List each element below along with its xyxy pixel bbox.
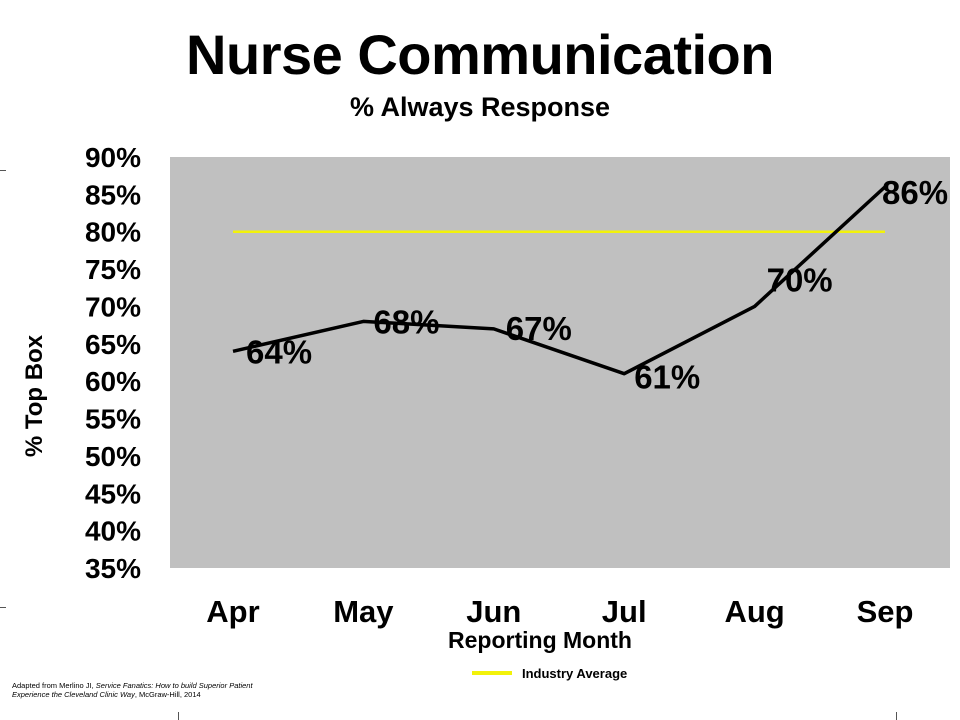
x-tick-label: Sep (857, 594, 914, 629)
source-note: Adapted from Merlino JI, Service Fanatic… (12, 681, 312, 699)
chart-title: Nurse Communication (186, 23, 774, 86)
y-tick-label: 90% (85, 142, 141, 173)
x-tick-label: May (333, 594, 394, 629)
source-line2-suffix: , McGraw-Hill, 2014 (134, 690, 201, 699)
y-tick-label: 40% (85, 516, 141, 547)
source-line1-prefix: Adapted from Merlino JI, (12, 681, 96, 690)
data-labels: 64% 68% 67% 61% 70% 86% (246, 174, 948, 396)
data-label: 67% (506, 310, 572, 347)
series-group (232, 185, 887, 376)
edge-tick-mark (0, 607, 6, 608)
x-tick-label: Apr (206, 594, 259, 629)
y-tick-label: 55% (85, 404, 141, 435)
x-axis-label: Reporting Month (448, 627, 632, 653)
y-tick-label: 85% (85, 179, 141, 210)
edge-tick-mark (178, 712, 179, 720)
y-tick-label: 75% (85, 254, 141, 285)
source-line1-italic: Service Fanatics: How to build Superior … (95, 681, 253, 690)
y-axis-label: % Top Box (21, 334, 48, 457)
y-tick-label: 65% (85, 329, 141, 360)
data-label: 64% (246, 333, 312, 370)
x-axis-tick-labels: Apr May Jun Jul Aug Sep (206, 594, 913, 629)
x-tick-label: Jul (602, 594, 647, 629)
y-axis-tick-labels: 35% 40% 45% 50% 55% 60% 65% 70% 75% 80% 85% 90% (85, 142, 141, 584)
y-tick-label: 60% (85, 366, 141, 397)
x-tick-label: Jun (466, 594, 521, 629)
y-tick-label: 50% (85, 441, 141, 472)
edge-tick-mark (0, 170, 6, 171)
plot-area (170, 157, 950, 568)
x-tick-label: Aug (724, 594, 784, 629)
source-line2-italic: Experience the Cleveland Clinic Way (12, 690, 135, 699)
series-line (232, 185, 887, 376)
legend-label-industry-average: Industry Average (522, 665, 628, 681)
y-tick-label: 80% (85, 217, 141, 248)
data-label: 86% (882, 174, 948, 211)
edge-tick-mark (896, 712, 897, 720)
data-label: 68% (373, 303, 439, 340)
y-tick-label: 35% (85, 553, 141, 584)
legend: Industry Average (472, 664, 627, 682)
data-label: 61% (634, 359, 700, 396)
legend-swatch-industry-average (472, 671, 512, 675)
y-tick-label: 70% (85, 291, 141, 322)
y-tick-label: 45% (85, 478, 141, 509)
data-label: 70% (767, 261, 833, 298)
chart-subtitle: % Always Response (349, 92, 611, 122)
